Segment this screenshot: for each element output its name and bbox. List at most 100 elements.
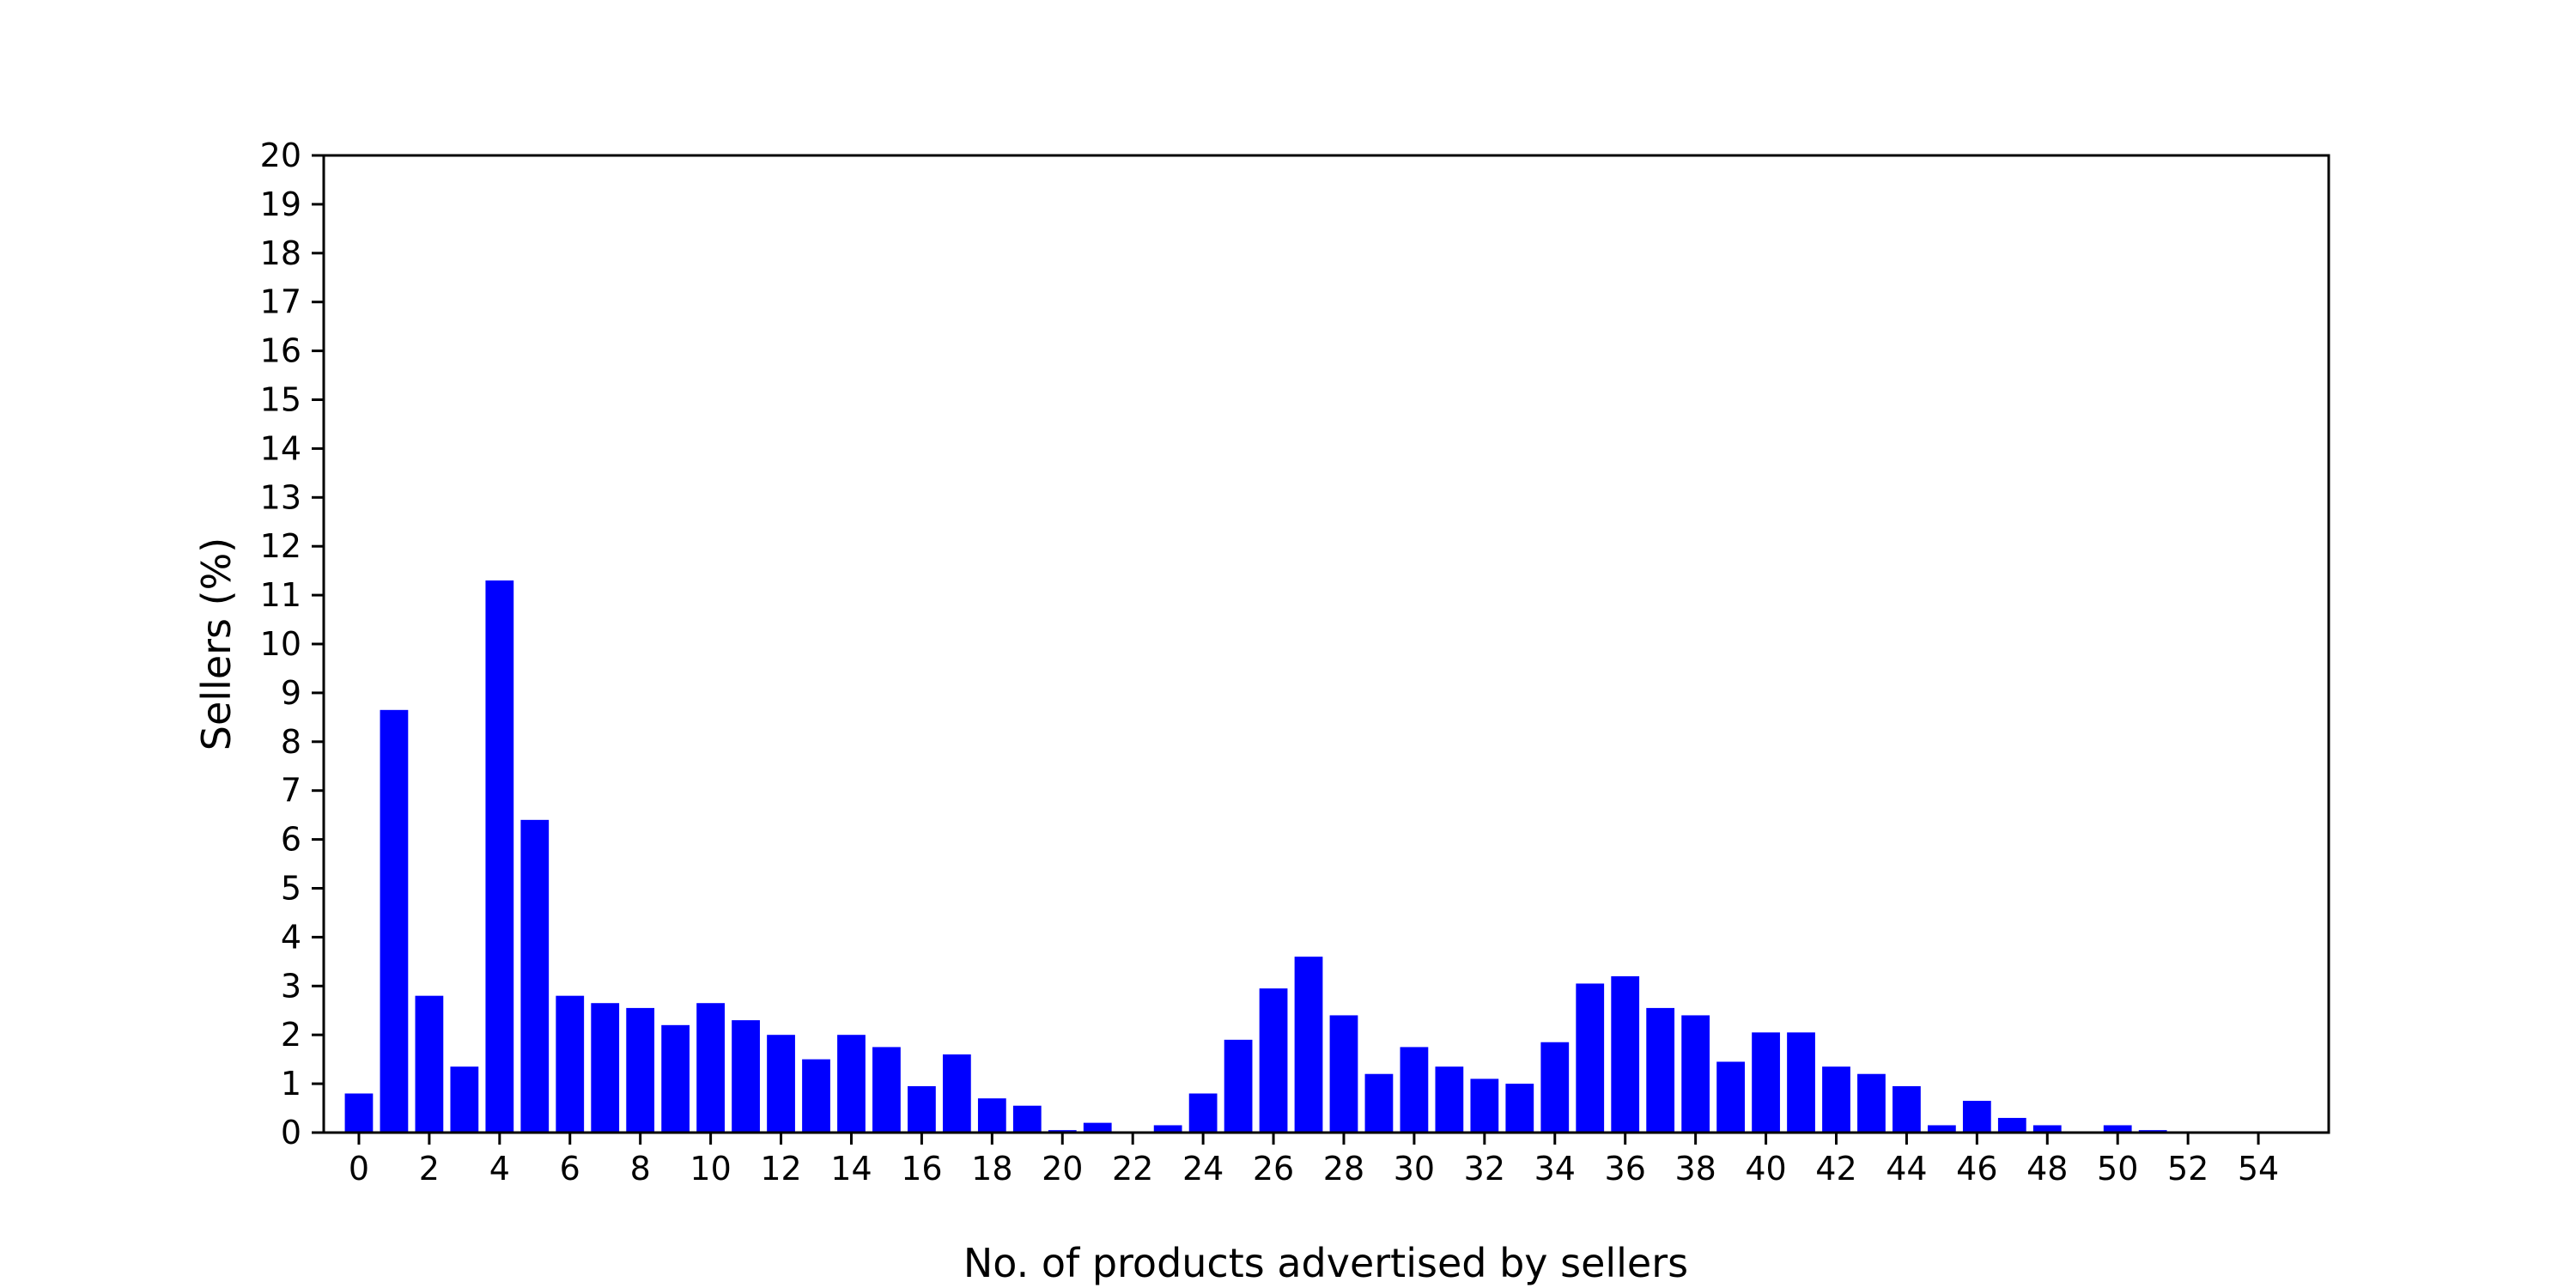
bar-x-6 — [556, 995, 585, 1133]
bar-x-21 — [1083, 1122, 1112, 1133]
bar-x-19 — [1012, 1105, 1042, 1133]
y-tick-label: 20 — [260, 137, 301, 174]
bar-x-4 — [485, 580, 514, 1133]
x-tick-label: 32 — [1464, 1150, 1505, 1188]
bar-x-27 — [1294, 957, 1323, 1133]
bar-x-7 — [591, 1003, 620, 1133]
y-tick-label: 13 — [260, 478, 301, 516]
y-tick-label: 9 — [281, 674, 301, 712]
y-tick-label: 3 — [281, 967, 301, 1005]
bar-x-47 — [1997, 1117, 2026, 1133]
bar-x-3 — [450, 1066, 479, 1133]
x-tick-label: 52 — [2167, 1150, 2208, 1188]
x-tick-label: 54 — [2238, 1150, 2279, 1188]
x-tick-label: 22 — [1112, 1150, 1153, 1188]
bar-x-34 — [1540, 1042, 1570, 1133]
y-tick-label: 16 — [260, 332, 301, 370]
bar-x-30 — [1400, 1047, 1429, 1133]
bar-x-14 — [837, 1035, 866, 1133]
bar-x-38 — [1681, 1015, 1710, 1133]
plot-frame — [322, 154, 2330, 1134]
bar-x-45 — [1928, 1125, 1956, 1133]
bar-x-42 — [1822, 1066, 1850, 1133]
y-tick-label: 2 — [281, 1016, 301, 1054]
bar-x-28 — [1329, 1015, 1358, 1133]
x-tick-label: 0 — [349, 1150, 369, 1188]
bar-x-1 — [380, 709, 409, 1133]
x-tick-label: 50 — [2097, 1150, 2138, 1188]
y-tick-label: 8 — [281, 723, 301, 761]
y-tick-label: 4 — [281, 918, 301, 956]
y-tick-label: 17 — [260, 283, 301, 321]
bar-x-32 — [1470, 1078, 1499, 1133]
bar-x-12 — [767, 1035, 795, 1133]
y-tick-label: 12 — [260, 527, 301, 565]
x-tick-label: 2 — [419, 1150, 440, 1188]
bar-x-40 — [1752, 1032, 1780, 1133]
bar-x-18 — [977, 1098, 1006, 1133]
x-tick-label: 16 — [901, 1150, 942, 1188]
x-tick-label: 8 — [630, 1150, 651, 1188]
bar-x-43 — [1857, 1073, 1886, 1133]
y-tick-label: 18 — [260, 234, 301, 272]
bar-x-39 — [1716, 1061, 1745, 1133]
bar-x-17 — [942, 1054, 971, 1133]
y-tick-label: 19 — [260, 185, 301, 223]
bar-x-33 — [1505, 1084, 1534, 1133]
y-tick-label: 10 — [260, 625, 301, 663]
bar-x-37 — [1646, 1007, 1675, 1133]
bar-x-31 — [1435, 1066, 1464, 1133]
x-tick-label: 36 — [1605, 1150, 1646, 1188]
y-axis-title: Sellers (%) — [193, 538, 240, 750]
y-tick-label: 14 — [260, 429, 301, 467]
y-tick-label: 1 — [281, 1065, 301, 1103]
x-tick-label: 28 — [1323, 1150, 1364, 1188]
x-tick-label: 6 — [560, 1150, 580, 1188]
bar-x-26 — [1259, 988, 1288, 1133]
bar-x-24 — [1188, 1093, 1218, 1133]
bar-x-36 — [1611, 975, 1640, 1133]
y-tick-label: 6 — [281, 821, 301, 859]
x-axis: 0 2 4 6 8 10 12 14 16 18 20 22 24 26 28 30 32 34 36 38 40 42 4… — [349, 1133, 2279, 1188]
x-tick-label: 4 — [489, 1150, 510, 1188]
x-tick-label: 12 — [760, 1150, 801, 1188]
x-tick-label: 46 — [1956, 1150, 1997, 1188]
x-tick-label: 10 — [690, 1150, 731, 1188]
x-tick-label: 26 — [1253, 1150, 1294, 1188]
bar-x-8 — [626, 1007, 655, 1133]
y-tick-label: 0 — [281, 1114, 301, 1151]
x-tick-label: 20 — [1042, 1150, 1083, 1188]
x-tick-label: 18 — [971, 1150, 1012, 1188]
bar-x-35 — [1576, 983, 1605, 1133]
bar-x-5 — [520, 819, 550, 1133]
x-tick-label: 40 — [1745, 1150, 1786, 1188]
bar-x-44 — [1893, 1085, 1921, 1133]
bar-x-10 — [696, 1003, 725, 1133]
x-tick-label: 38 — [1674, 1150, 1716, 1188]
bar-x-41 — [1787, 1032, 1815, 1133]
y-tick-label: 15 — [260, 381, 301, 419]
bar-x-16 — [908, 1085, 936, 1133]
bar-x-2 — [415, 995, 444, 1133]
x-tick-label: 42 — [1815, 1150, 1856, 1188]
x-tick-label: 24 — [1182, 1150, 1224, 1188]
x-tick-label: 48 — [2026, 1150, 2068, 1188]
bar-x-46 — [1962, 1101, 1991, 1133]
bar-x-13 — [802, 1059, 830, 1133]
bar-x-9 — [661, 1024, 690, 1133]
x-tick-label: 14 — [830, 1150, 872, 1188]
bar-x-29 — [1364, 1073, 1394, 1133]
bars-group — [344, 580, 2167, 1133]
bar-x-25 — [1224, 1039, 1253, 1133]
bar-x-15 — [872, 1047, 901, 1133]
x-tick-label: 30 — [1394, 1150, 1435, 1188]
y-tick-label: 7 — [281, 772, 301, 810]
x-tick-label: 34 — [1534, 1150, 1576, 1188]
x-tick-label: 44 — [1886, 1150, 1927, 1188]
bar-x-23 — [1153, 1125, 1182, 1133]
x-axis-title: No. of products advertised by sellers — [963, 1240, 1688, 1286]
bar-x-50 — [2103, 1125, 2132, 1133]
